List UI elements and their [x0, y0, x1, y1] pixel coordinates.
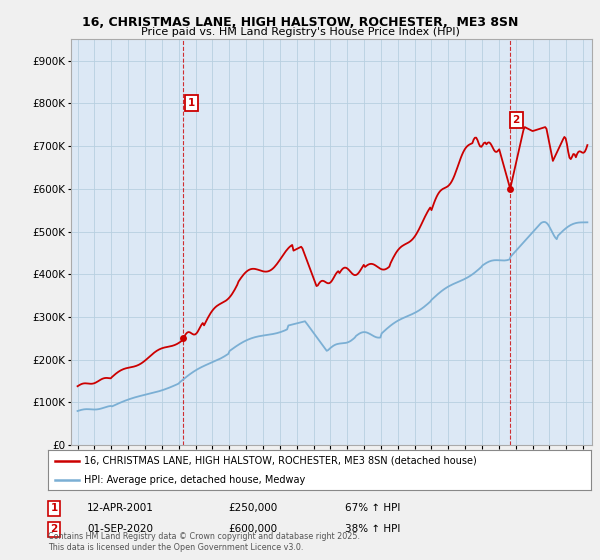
Text: 16, CHRISTMAS LANE, HIGH HALSTOW, ROCHESTER, ME3 8SN (detached house): 16, CHRISTMAS LANE, HIGH HALSTOW, ROCHES…	[85, 456, 477, 466]
Text: 1: 1	[188, 99, 196, 108]
Text: 67% ↑ HPI: 67% ↑ HPI	[345, 503, 400, 514]
Text: £600,000: £600,000	[228, 524, 277, 534]
Text: 16, CHRISTMAS LANE, HIGH HALSTOW, ROCHESTER,  ME3 8SN: 16, CHRISTMAS LANE, HIGH HALSTOW, ROCHES…	[82, 16, 518, 29]
Text: Price paid vs. HM Land Registry's House Price Index (HPI): Price paid vs. HM Land Registry's House …	[140, 27, 460, 37]
Text: HPI: Average price, detached house, Medway: HPI: Average price, detached house, Medw…	[85, 474, 305, 484]
Text: 2: 2	[50, 524, 58, 534]
Text: 38% ↑ HPI: 38% ↑ HPI	[345, 524, 400, 534]
Text: 12-APR-2001: 12-APR-2001	[87, 503, 154, 514]
Text: £250,000: £250,000	[228, 503, 277, 514]
Text: 1: 1	[50, 503, 58, 514]
Text: 01-SEP-2020: 01-SEP-2020	[87, 524, 153, 534]
Text: Contains HM Land Registry data © Crown copyright and database right 2025.
This d: Contains HM Land Registry data © Crown c…	[48, 532, 360, 552]
Text: 2: 2	[512, 115, 520, 125]
